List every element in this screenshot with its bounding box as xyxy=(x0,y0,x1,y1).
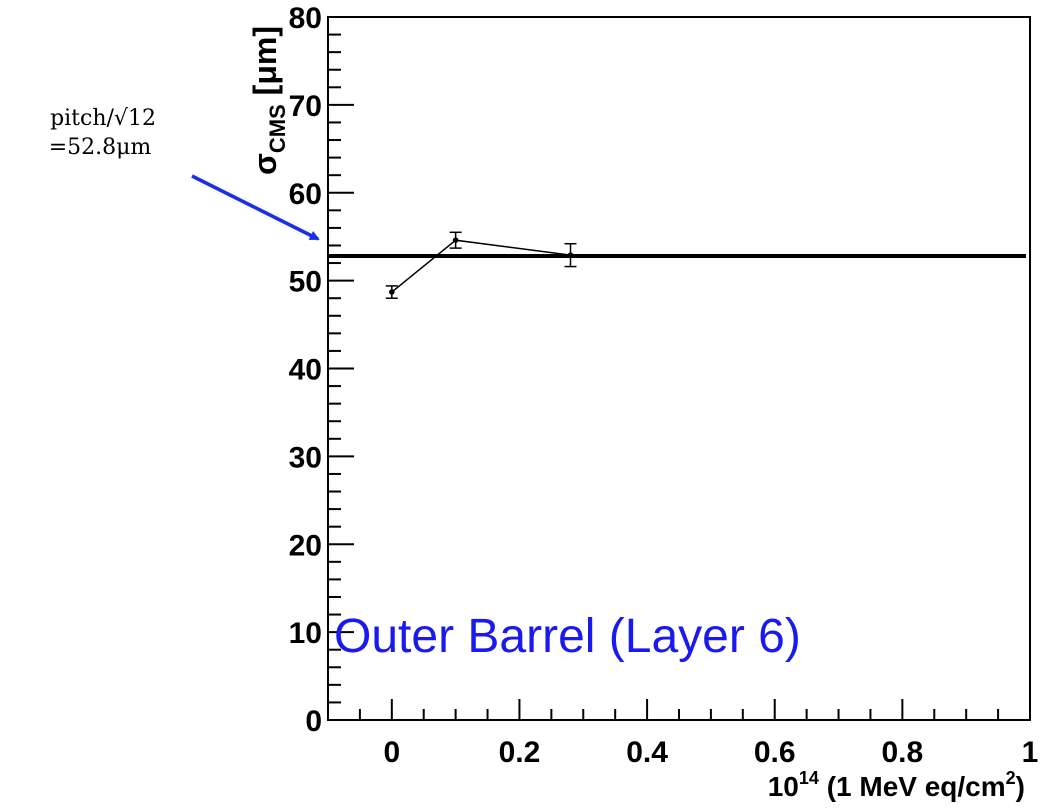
data-point xyxy=(389,289,395,295)
y-tick-label: 10 xyxy=(289,617,322,650)
y-tick-label: 30 xyxy=(289,441,322,474)
x-tick-label: 0 xyxy=(383,736,400,769)
y-tick-label: 60 xyxy=(289,178,322,211)
data-point xyxy=(567,252,574,258)
x-axis-close: ) xyxy=(1016,771,1025,802)
x-axis-exponent: 14 xyxy=(799,768,819,788)
x-tick-label: 1 xyxy=(1022,736,1039,769)
data-point xyxy=(452,237,459,244)
tick-labels: 0 10 20 30 40 50 60 70 80 0 0.2 0.4 0.6 0.8 1 xyxy=(289,2,1039,769)
x-tick-label: 0.8 xyxy=(882,736,924,769)
x-axis-unit-exponent: 2 xyxy=(1006,768,1016,788)
y-axis-symbol: σ xyxy=(247,153,283,175)
y-tick-label: 70 xyxy=(289,90,322,123)
x-axis-label: 1014 (1 MeV eq/cm2) xyxy=(768,768,1025,802)
x-axis-text: (1 MeV eq/cm xyxy=(819,771,1006,802)
data-series xyxy=(385,231,577,299)
x-tick-label: 0.6 xyxy=(754,736,796,769)
series-line xyxy=(391,239,571,293)
x-tick-label: 0.2 xyxy=(499,736,541,769)
y-axis-subscript: CMS xyxy=(265,104,290,153)
plot-frame xyxy=(327,16,1031,721)
y-tick-label: 50 xyxy=(289,266,322,299)
x-tick-label: 0.4 xyxy=(626,736,668,769)
annotation-line-1: pitch/√12 xyxy=(50,106,156,131)
y-tick-label: 80 xyxy=(289,2,322,35)
x-axis-base: 10 xyxy=(768,771,799,802)
y-tick-label: 0 xyxy=(305,705,322,738)
y-axis-unit: [μm] xyxy=(247,26,283,104)
panel-label: Outer Barrel (Layer 6) xyxy=(334,610,801,663)
annotation-line-2: =52.8μm xyxy=(49,135,152,160)
annotation-arrow xyxy=(191,174,320,241)
y-tick-label: 20 xyxy=(289,529,322,562)
y-axis-label: σCMS [μm] xyxy=(247,26,290,175)
y-tick-label: 40 xyxy=(289,354,322,387)
